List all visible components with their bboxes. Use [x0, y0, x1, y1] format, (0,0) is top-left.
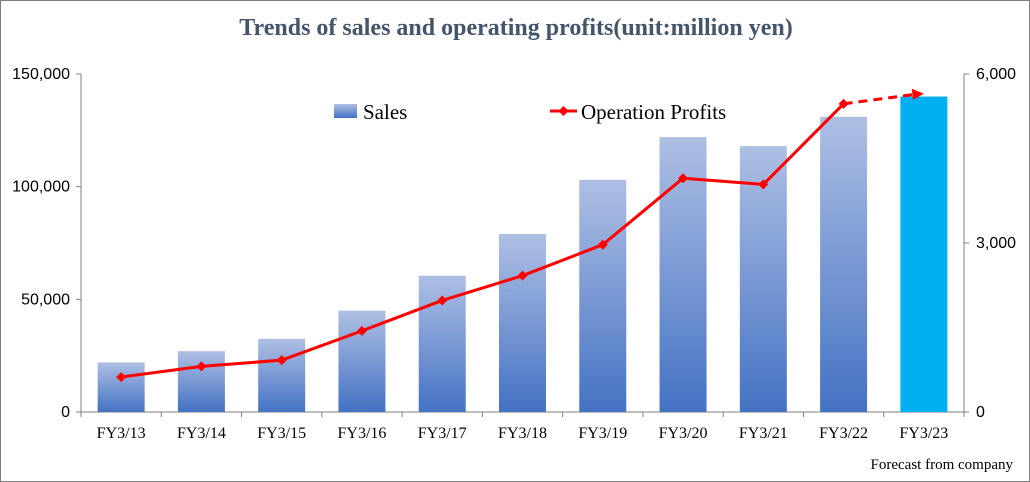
chart-title: Trends of sales and operating profits(un…	[239, 15, 793, 41]
sales-bar	[177, 351, 225, 412]
forecast-footnote: Forecast from company	[871, 457, 1014, 473]
sales-bar	[739, 146, 787, 412]
left-tick-label: 150,000	[12, 66, 70, 83]
left-tick-label: 100,000	[12, 179, 70, 196]
sales-bar	[820, 116, 868, 413]
profit-point	[356, 325, 367, 336]
profit-forecast-arrow	[911, 88, 924, 100]
category-label: FY3/14	[177, 425, 226, 442]
profit-point	[116, 372, 127, 383]
sales-bar	[499, 233, 546, 412]
profit-point	[838, 98, 849, 109]
sales-bar-forecast	[900, 96, 948, 413]
legend-profit-marker	[558, 106, 569, 116]
profit-point	[758, 179, 769, 190]
legend-sales-swatch	[334, 104, 357, 118]
right-tick-label: 0	[976, 404, 985, 421]
sales-bar	[258, 338, 306, 412]
category-label: FY3/22	[819, 425, 868, 442]
profit-forecast-line	[843, 92, 917, 106]
sales-bar	[97, 362, 145, 412]
left-tick-label: 0	[61, 404, 70, 421]
legend-profit-label: Operation Profits	[581, 100, 726, 124]
profit-point	[276, 355, 287, 366]
category-label: FY3/16	[338, 425, 387, 442]
profit-point	[196, 361, 207, 372]
legend-sales-label: Sales	[363, 100, 407, 124]
category-label: FY3/18	[498, 425, 547, 442]
left-tick-label: 50,000	[21, 291, 70, 308]
profit-point	[597, 239, 608, 250]
right-tick-label: 3,000	[976, 235, 1016, 252]
sales-bar	[579, 179, 627, 412]
category-label: FY3/21	[739, 425, 788, 442]
profit-point	[517, 270, 528, 281]
category-label: FY3/23	[899, 425, 948, 442]
category-label: FY3/17	[418, 425, 467, 442]
profit-point	[437, 295, 448, 306]
category-label: FY3/15	[257, 425, 306, 442]
category-label: FY3/13	[97, 425, 146, 442]
profit-line	[120, 102, 845, 379]
profit-point	[678, 173, 689, 184]
category-label: FY3/20	[659, 425, 708, 442]
right-tick-label: 6,000	[976, 66, 1016, 83]
category-label: FY3/19	[578, 425, 627, 442]
